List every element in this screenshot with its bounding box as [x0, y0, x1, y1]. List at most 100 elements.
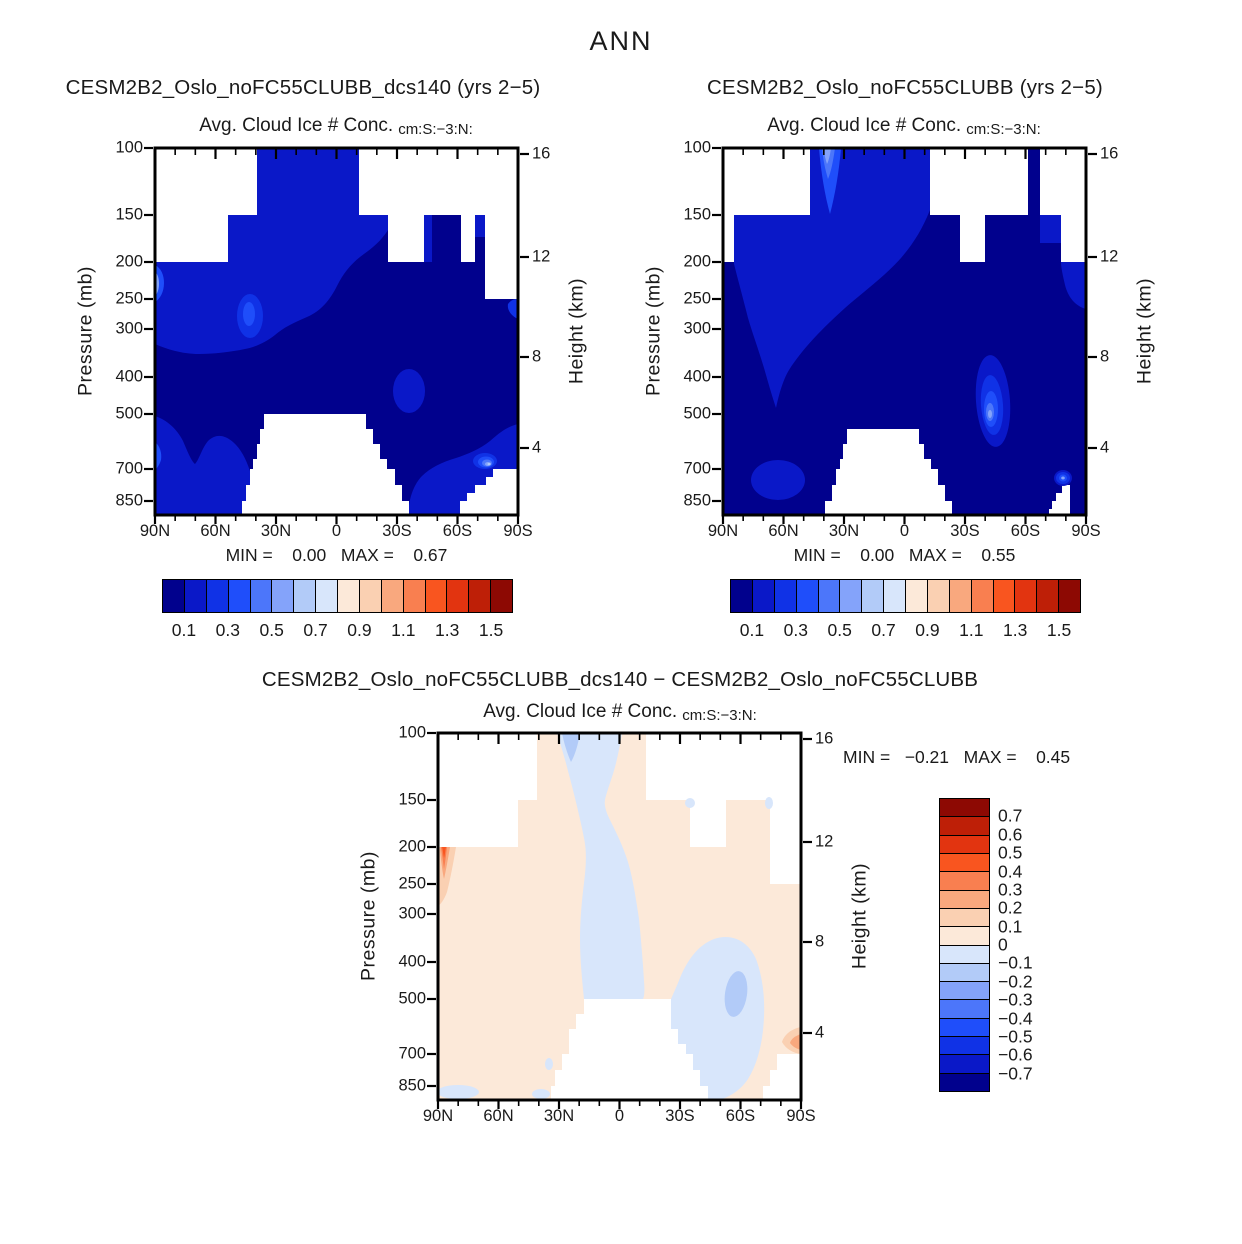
pressure-tick-label: 250 — [398, 874, 426, 893]
pressure-tick-label: 250 — [115, 289, 143, 308]
latitude-tick-label: 90S — [786, 1107, 816, 1125]
height-tick-label: 4 — [532, 438, 542, 457]
colorbar-cell — [468, 580, 491, 612]
panel-right-title: CESM2B2_Oslo_noFC55CLUBB (yrs 2−5) — [707, 76, 1103, 99]
colorbar-cell — [227, 580, 250, 612]
latitude-tick-label: 30N — [543, 1107, 575, 1125]
pressure-axis-title-right: Pressure (mb) — [642, 265, 665, 397]
colorbar-tick-label: 0.5 — [259, 620, 284, 640]
height-tick-label: 4 — [1100, 438, 1110, 457]
colorbar-cell — [940, 926, 989, 945]
colorbar-tick-label: −0.5 — [998, 1026, 1033, 1047]
colorbar-right-labels: 0.1 0.3 0.5 0.7 0.9 1.1 1.3 1.5 — [730, 620, 1081, 640]
colorbar-cell — [402, 580, 425, 612]
latitude-tick-label: 30S — [950, 522, 980, 540]
pressure-tick-label: 100 — [683, 138, 711, 157]
latitude-tick-label: 0 — [899, 522, 910, 540]
contour-field-right — [712, 146, 1097, 524]
pressure-axis-title-diff: Pressure (mb) — [357, 850, 380, 982]
contour-field-left — [144, 146, 529, 524]
colorbar-cell — [446, 580, 469, 612]
panel-right-subtitle: Avg. Cloud Ice # Conc. cm:S:−3:N: — [767, 115, 1041, 138]
height-tick-label: 8 — [532, 347, 542, 366]
pressure-tick-label: 300 — [398, 904, 426, 923]
colorbar-cell — [940, 1054, 989, 1073]
pressure-tick-label: 100 — [398, 723, 426, 742]
colorbar-tick-label: 0.6 — [998, 824, 1023, 845]
colorbar-cell — [731, 580, 752, 612]
latitude-tick-labels-left: 90N 60N 30N 0 30S 60S 90S — [140, 522, 533, 542]
figure-title: ANN — [589, 26, 653, 56]
pressure-tick-label: 200 — [398, 837, 426, 856]
pressure-tick-label: 200 — [115, 252, 143, 271]
colorbar-cell — [940, 799, 989, 817]
height-tick-label: 8 — [815, 932, 825, 951]
contour-plot-left — [144, 146, 529, 524]
axes-right — [712, 146, 1097, 524]
colorbar-cell — [1014, 580, 1037, 612]
contour-field-diff — [427, 731, 812, 1109]
colorbar-cell — [839, 580, 862, 612]
colorbar-cell — [315, 580, 337, 612]
colorbar-cell — [926, 580, 949, 612]
colorbar-cell — [817, 580, 840, 612]
contour-plot-diff — [427, 731, 812, 1109]
colorbar-tick-label: 0.7 — [998, 805, 1023, 826]
latitude-tick-label: 60S — [1010, 522, 1041, 540]
colorbar-right-cells — [731, 580, 1080, 612]
min-max-stats-diff: MIN = −0.21 MAX = 0.45 — [843, 747, 1071, 767]
colorbar-cell — [905, 580, 927, 612]
pressure-tick-labels-right: 100 150 200 250 300 400 500 700 850 — [663, 139, 711, 515]
height-tick-labels-diff: 16 12 8 4 — [815, 729, 863, 1100]
height-axis-title-right: Height (km) — [1133, 277, 1156, 385]
colorbar-tick-label: 1.1 — [391, 620, 416, 640]
latitude-tick-label: 0 — [614, 1107, 625, 1125]
colorbar-cell — [337, 580, 359, 612]
colorbar-cell — [358, 580, 381, 612]
colorbar-tick-label: 0.5 — [827, 620, 852, 640]
latitude-tick-label: 60N — [483, 1107, 514, 1125]
colorbar-tick-label: 0 — [998, 934, 1008, 955]
colorbar-cell — [490, 580, 512, 612]
field-shapes-right — [723, 148, 1086, 515]
pressure-tick-labels-left: 100 150 200 250 300 400 500 700 850 — [95, 139, 143, 515]
panel-left-field-units: cm:S:−3:N: — [398, 121, 473, 138]
colorbar-cell — [183, 580, 206, 612]
colorbar-cell — [940, 889, 989, 908]
colorbar-tick-label: −0.2 — [998, 971, 1033, 992]
colorbar-tick-label: 0.7 — [871, 620, 896, 640]
pressure-tick-label: 700 — [683, 459, 711, 478]
panel-left-subtitle: Avg. Cloud Ice # Conc. cm:S:−3:N: — [199, 115, 473, 138]
height-tick-label: 12 — [1100, 247, 1119, 266]
colorbar-left-labels: 0.1 0.3 0.5 0.7 0.9 1.1 1.3 1.5 — [162, 620, 513, 640]
panel-diff-field-name: Avg. Cloud Ice # Conc. — [483, 701, 678, 722]
colorbar-tick-label: 0.9 — [347, 620, 372, 640]
latitude-tick-label: 30S — [382, 522, 412, 540]
height-tick-label: 16 — [815, 729, 834, 748]
latitude-tick-label: 90S — [1071, 522, 1101, 540]
pressure-tick-label: 150 — [115, 205, 143, 224]
panel-left-title: CESM2B2_Oslo_noFC55CLUBB_dcs140 (yrs 2−5… — [65, 76, 541, 99]
colorbar-cell — [940, 1017, 989, 1037]
colorbar-diff — [939, 798, 990, 1092]
height-tick-label: 4 — [815, 1023, 825, 1042]
pressure-tick-label: 150 — [398, 790, 426, 809]
colorbar-tick-label: −0.6 — [998, 1044, 1033, 1065]
latitude-tick-label: 30S — [665, 1107, 695, 1125]
latitude-tick-label: 90N — [707, 522, 739, 540]
latitude-tick-label: 60N — [200, 522, 231, 540]
latitude-tick-labels-diff: 90N 60N 30N 0 30S 60S 90S — [423, 1107, 816, 1127]
latitude-tick-label: 90S — [503, 522, 533, 540]
pressure-tick-label: 500 — [683, 404, 711, 423]
colorbar-tick-label: −0.4 — [998, 1008, 1033, 1028]
colorbar-cell — [940, 999, 989, 1018]
pressure-tick-label: 850 — [683, 491, 711, 510]
height-tick-labels-right: 16 12 8 4 — [1100, 145, 1148, 515]
latitude-tick-label: 90N — [422, 1107, 454, 1125]
pressure-tick-label: 400 — [115, 367, 143, 386]
pressure-tick-label: 300 — [683, 319, 711, 338]
min-max-stats-right: MIN = 0.00 MAX = 0.55 — [793, 545, 1016, 565]
colorbar-cell — [293, 580, 316, 612]
colorbar-tick-label: −0.1 — [998, 952, 1033, 973]
panel-diff-field-units: cm:S:−3:N: — [682, 707, 757, 724]
